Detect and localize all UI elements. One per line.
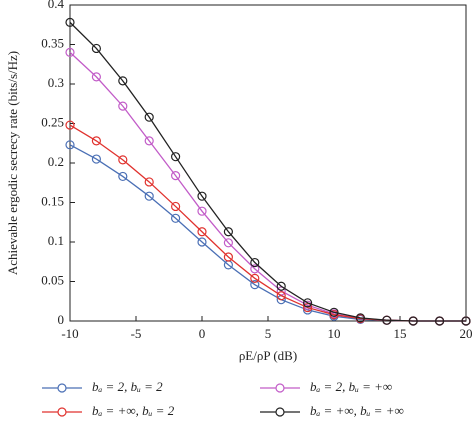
series-line xyxy=(69,144,466,322)
marker xyxy=(197,237,207,247)
marker xyxy=(223,238,233,248)
marker xyxy=(91,43,102,54)
legend-marker xyxy=(57,383,67,393)
legend-label: bₐ = +∞, bᵤ = +∞ xyxy=(310,403,404,418)
marker xyxy=(171,152,181,162)
y-tick-label: 0.15 xyxy=(41,193,64,208)
marker xyxy=(303,302,313,313)
marker xyxy=(118,76,128,86)
y-tick-label: 0.4 xyxy=(48,0,65,11)
marker xyxy=(329,310,339,320)
x-tick-label: 20 xyxy=(460,326,473,341)
marker xyxy=(91,154,102,164)
marker xyxy=(144,191,154,201)
legend-label: bₐ = +∞, bᵤ = 2 xyxy=(92,403,175,418)
marker xyxy=(276,291,286,301)
legend-label: bₐ = 2, bᵤ = +∞ xyxy=(310,379,392,394)
series-line xyxy=(69,21,466,322)
marker xyxy=(250,257,260,268)
marker xyxy=(118,171,128,182)
x-tick-label: 0 xyxy=(199,326,206,341)
marker xyxy=(250,280,260,290)
x-tick-label: 10 xyxy=(328,326,341,341)
marker xyxy=(250,264,260,274)
y-tick-label: 0.35 xyxy=(41,35,64,50)
marker xyxy=(329,307,339,317)
y-tick-label: 0.1 xyxy=(48,233,64,248)
series-line xyxy=(69,51,466,322)
legend-marker xyxy=(275,383,285,393)
y-tick-label: 0.2 xyxy=(48,154,64,169)
x-tick-label: 15 xyxy=(394,326,407,341)
x-axis-label: ρE/ρP (dB) xyxy=(239,348,297,363)
x-tick-label: -5 xyxy=(131,326,142,341)
marker xyxy=(91,72,102,82)
marker xyxy=(303,305,313,315)
marker xyxy=(65,140,75,150)
marker xyxy=(144,177,154,187)
marker xyxy=(65,120,75,130)
y-tick-label: 0.05 xyxy=(41,272,64,287)
marker xyxy=(118,155,128,165)
marker xyxy=(118,101,128,111)
y-tick-label: 0.25 xyxy=(41,114,64,129)
marker xyxy=(171,171,181,181)
y-tick-label: 0.3 xyxy=(48,75,64,90)
marker xyxy=(144,112,154,122)
marker xyxy=(171,201,181,212)
marker xyxy=(355,313,365,323)
marker xyxy=(197,227,207,237)
marker xyxy=(171,213,181,223)
marker xyxy=(250,273,260,283)
marker xyxy=(65,17,75,27)
marker xyxy=(65,47,75,58)
marker xyxy=(223,252,233,262)
marker xyxy=(223,227,233,237)
marker xyxy=(276,281,286,291)
legend-marker xyxy=(275,407,285,417)
marker xyxy=(461,316,471,326)
marker xyxy=(408,316,418,326)
marker xyxy=(382,315,392,325)
legend-marker xyxy=(57,407,67,417)
x-tick-label: -10 xyxy=(61,326,78,341)
marker xyxy=(197,191,207,201)
marker xyxy=(303,298,313,308)
x-tick-label: 5 xyxy=(265,326,272,341)
marker xyxy=(197,206,207,216)
y-axis-label: Achievable ergodic secrecy rate (bits/s/… xyxy=(5,51,20,275)
marker xyxy=(435,316,445,326)
y-tick-label: 0 xyxy=(58,312,65,327)
marker xyxy=(144,136,154,146)
legend-label: bₐ = 2, bᵤ = 2 xyxy=(92,379,163,394)
marker xyxy=(91,136,102,146)
